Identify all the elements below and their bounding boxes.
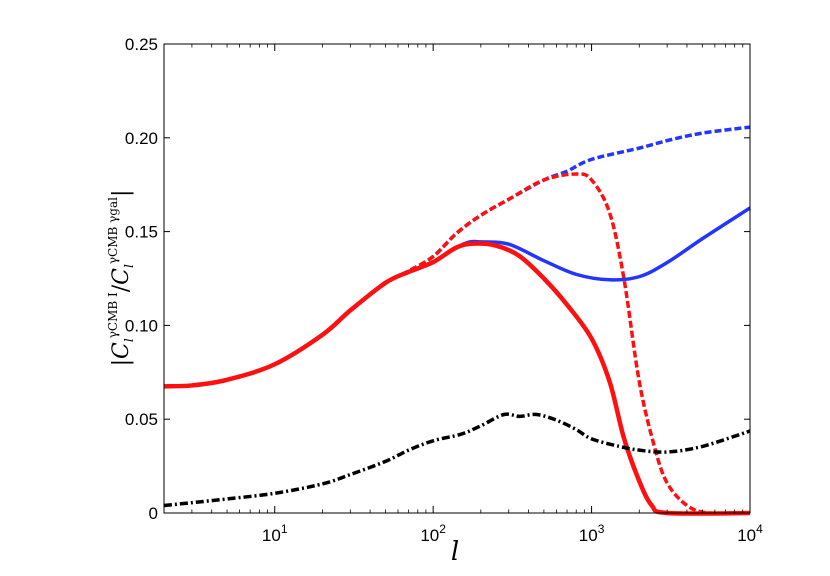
y-axis-label: |ClγCMB I/ClγCMB γgal| — [106, 190, 136, 367]
y-label-slash: / — [109, 284, 134, 292]
plot-area — [164, 44, 750, 513]
x-tick-label: 103 — [579, 522, 605, 545]
y-tick-label: 0.10 — [125, 316, 158, 335]
y-label-c2: C — [109, 268, 134, 285]
series-line-4 — [163, 412, 751, 508]
y-tick-label: 0.20 — [125, 129, 158, 148]
y-tick-label: 0.25 — [125, 35, 158, 54]
y-label-c1-sup: γCMB I — [106, 292, 120, 338]
ticks-layer: 0 0.05 0.10 0.15 0.20 0.25 101 102 103 104 — [125, 35, 763, 545]
x-tick-label: 101 — [262, 522, 288, 545]
plot-frame — [163, 43, 751, 514]
y-label-c2-sup: γCMB γgal — [106, 197, 120, 264]
y-tick-label: 0 — [149, 504, 158, 523]
series-line-3 — [163, 241, 751, 516]
x-axis-label: l — [451, 537, 459, 567]
y-label-c1-sub: l — [122, 338, 136, 342]
x-tick-label: 104 — [737, 522, 763, 545]
svg-text:|ClγCMB I/ClγCMB γgal|: |ClγCMB I/ClγCMB γgal| — [106, 190, 136, 367]
series-layer — [163, 125, 751, 516]
x-tick-label: 102 — [420, 522, 446, 545]
y-label-bar-close: | — [109, 190, 134, 197]
y-label-c2-sub: l — [122, 264, 136, 268]
y-label-bar-open: | — [109, 359, 134, 366]
y-label-c1: C — [109, 342, 134, 359]
y-tick-label: 0.05 — [125, 410, 158, 429]
y-tick-label: 0.15 — [125, 223, 158, 242]
